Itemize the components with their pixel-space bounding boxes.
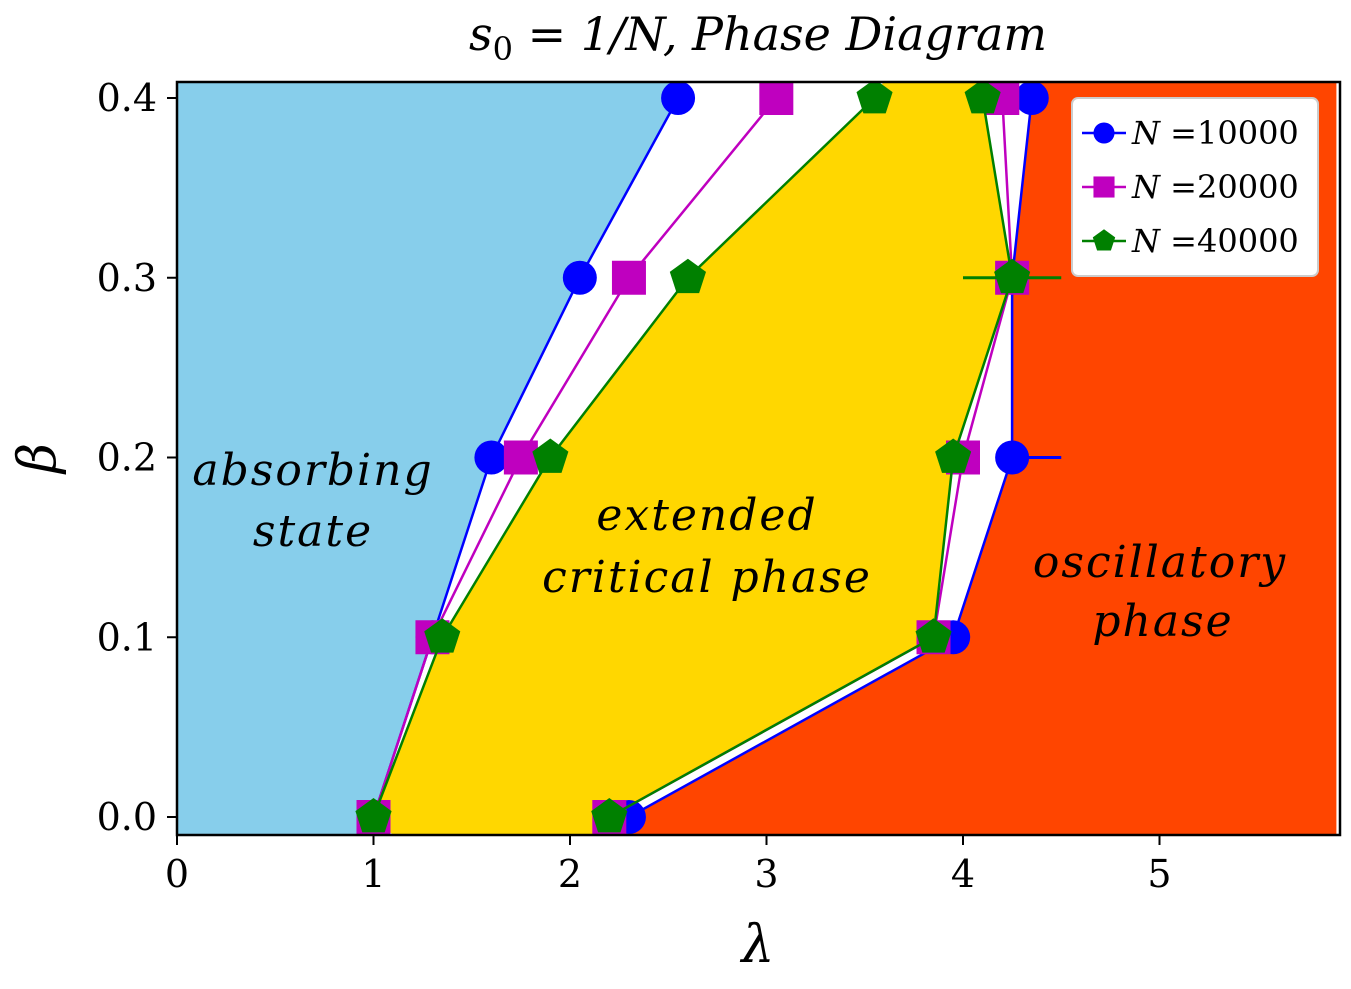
phase-regions — [177, 82, 1337, 835]
legend-box — [1071, 97, 1319, 277]
series-3-lower-point — [856, 82, 893, 114]
x-tick-label: 2 — [558, 852, 582, 896]
series-3-lower-point — [355, 798, 392, 833]
series-1-lower-point — [474, 440, 509, 475]
chart-title: s0 = 1/N, Phase Diagram — [469, 7, 1047, 68]
series-1-lower-point — [562, 260, 597, 295]
chart-title-rest: = 1/N, Phase Diagram — [513, 7, 1047, 61]
x-tick-label: 4 — [951, 852, 975, 896]
chart-title-s: s — [469, 7, 493, 61]
series-3-upper-point — [964, 82, 1001, 114]
y-tick-label: 0.3 — [97, 256, 157, 300]
series-3-lower-point — [669, 258, 706, 294]
legend-label: N =20000 — [1131, 168, 1299, 206]
chart-title-subscript: 0 — [493, 30, 513, 68]
series-1-upper-point — [1014, 82, 1049, 115]
legend-entry-3: N =40000 — [1082, 222, 1299, 260]
series-3-upper-point — [994, 258, 1031, 294]
legend-label: N =40000 — [1131, 222, 1299, 260]
series-2-lower-point — [759, 82, 794, 115]
region-label-absorbing-2: state — [253, 506, 373, 557]
series-1-upper-point — [995, 440, 1030, 475]
x-tick-label: 5 — [1147, 852, 1171, 896]
data-series — [355, 82, 1062, 834]
region-absorbing — [177, 82, 679, 835]
y-tick-label: 0.1 — [97, 615, 157, 659]
legend: N =10000 N =20000 N =40000 — [1071, 97, 1319, 277]
x-tick-label: 1 — [361, 852, 385, 896]
region-label-absorbing-1: absorbing — [192, 445, 433, 496]
region-critical — [373, 82, 1013, 835]
region-label-critical-1: extended — [596, 490, 817, 541]
y-axis-ticks: 0.0 0.1 0.2 0.3 0.4 — [97, 76, 177, 839]
series-3-lower-point — [424, 618, 461, 653]
legend-label: N =10000 — [1131, 114, 1299, 152]
x-axis-title: λ — [740, 915, 775, 975]
series-3-upper-point — [591, 798, 628, 833]
series-2-lower-point — [611, 260, 646, 295]
y-axis-title: β — [8, 443, 68, 475]
x-tick-label: 3 — [754, 852, 778, 896]
region-label-critical-2: critical phase — [542, 552, 872, 603]
y-tick-label: 0.2 — [97, 436, 157, 480]
region-label-oscillatory-1: oscillatory — [1033, 537, 1287, 588]
legend-marker — [1092, 229, 1116, 251]
region-label-oscillatory-2: phase — [1092, 596, 1233, 647]
series-3-lower-point — [532, 438, 569, 473]
y-tick-label: 0.4 — [97, 76, 157, 120]
series-3-upper-point — [915, 618, 952, 653]
x-axis-ticks: 0 1 2 3 4 5 — [165, 835, 1172, 896]
legend-marker — [1093, 122, 1115, 144]
series-3-upper-point — [935, 438, 972, 473]
legend-entry-1: N =10000 — [1082, 114, 1299, 152]
y-tick-label: 0.0 — [97, 795, 157, 839]
x-tick-label: 0 — [165, 852, 189, 896]
legend-marker — [1093, 176, 1115, 198]
series-3 — [355, 82, 1062, 833]
region-labels: absorbing state extended critical phase osci… — [192, 445, 1287, 647]
series-1-lower-point — [661, 82, 696, 115]
series-2-lower-point — [503, 440, 538, 475]
legend-entry-2: N =20000 — [1082, 168, 1299, 206]
